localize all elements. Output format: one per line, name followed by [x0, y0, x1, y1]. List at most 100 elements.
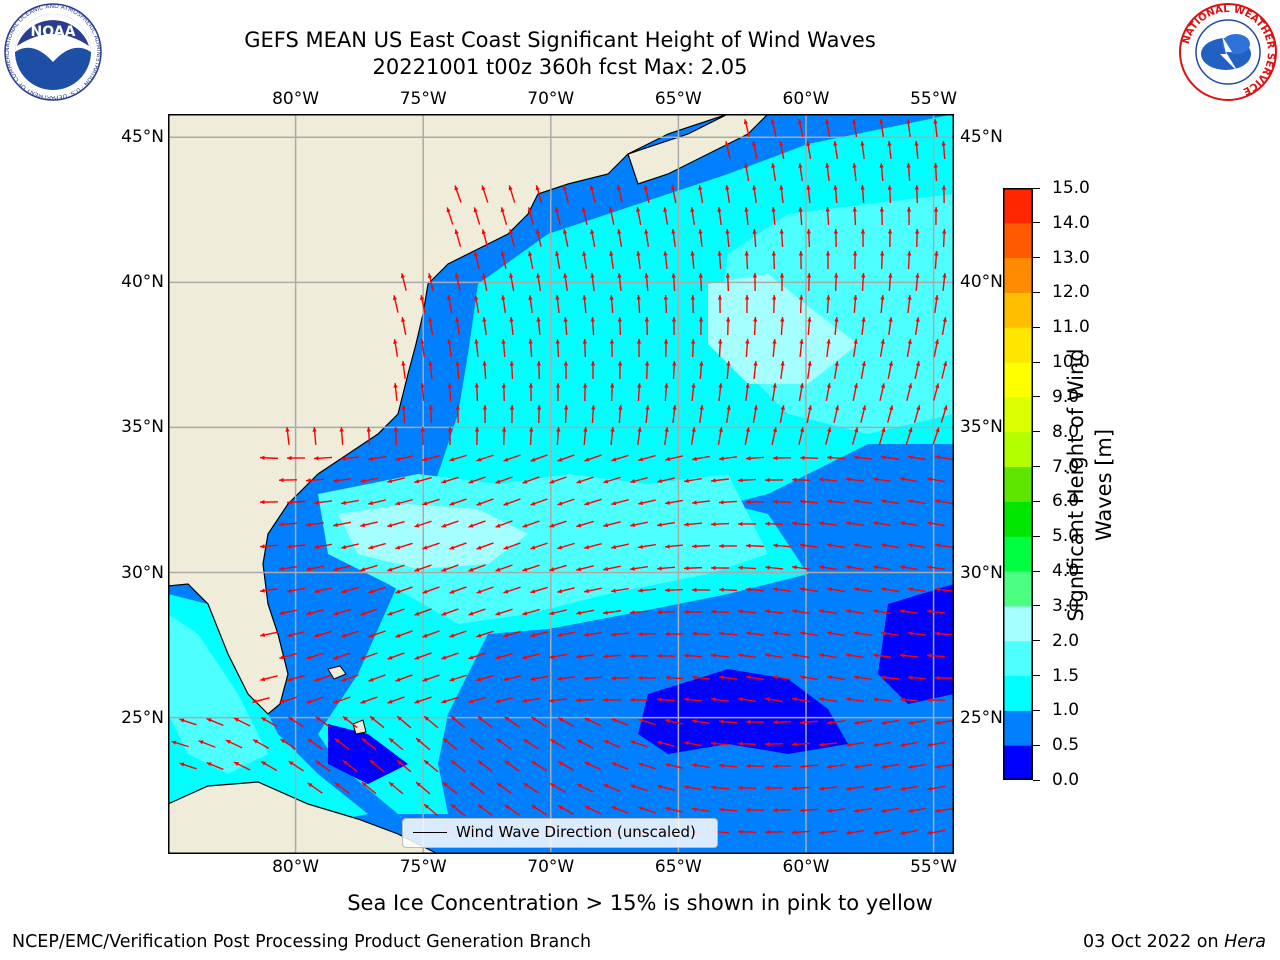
wave-arrow-43	[941, 184, 947, 204]
wave-arrow-86	[582, 251, 588, 269]
wave-arrow-431	[422, 586, 440, 594]
colorbar-tick	[1033, 570, 1040, 572]
wave-arrow-434	[503, 586, 521, 594]
colorbar-label: 14.0	[1052, 212, 1090, 233]
wave-arrow-557	[360, 696, 378, 704]
wave-arrow-650	[531, 760, 547, 772]
wave-arrow-721	[737, 829, 757, 835]
wave-arrow-142	[401, 317, 407, 335]
wave-arrow-120	[942, 272, 947, 292]
wave-arrow-430	[395, 586, 413, 594]
wave-arrow-151	[644, 316, 650, 336]
wave-arrow-129	[609, 294, 614, 314]
colorbar-swatch-11	[1003, 362, 1033, 398]
wave-arrow-640	[260, 760, 278, 772]
wave-arrow-394	[799, 543, 819, 548]
wave-arrow-233	[591, 404, 596, 424]
wave-arrow-482	[422, 630, 440, 638]
wave-arrow-261	[664, 426, 669, 446]
wave-arrow-651	[557, 760, 575, 772]
wave-arrow-92	[744, 250, 749, 270]
wave-arrow-517	[683, 653, 703, 658]
wave-arrow-145	[482, 316, 487, 336]
wave-arrow-229	[482, 404, 488, 424]
wave-arrow-169	[555, 338, 560, 358]
wave-arrow-246	[940, 405, 948, 423]
wave-arrow-276	[368, 455, 386, 461]
wave-arrow-271	[932, 427, 940, 445]
wave-arrow-344	[826, 499, 846, 504]
wave-arrow-483	[449, 630, 467, 638]
wave-arrow-547	[800, 675, 818, 681]
wave-arrow-240	[779, 405, 785, 423]
wave-arrow-335	[584, 498, 602, 506]
wave-arrow-167	[501, 338, 506, 358]
wave-arrow-637	[179, 762, 197, 770]
wave-arrow-399	[934, 543, 954, 549]
wave-arrow-421	[846, 565, 864, 571]
wave-arrow-99	[934, 250, 939, 270]
wave-arrow-428	[341, 586, 359, 594]
wave-arrow-164	[420, 338, 425, 358]
wave-arrow-264	[744, 427, 751, 445]
wave-arrow-552	[934, 675, 954, 681]
wave-arrow-316	[764, 477, 784, 483]
wave-arrow-728	[927, 829, 945, 835]
wave-arrow-126	[528, 294, 533, 314]
wave-arrow-663	[881, 763, 899, 769]
wave-arrow-497	[827, 631, 845, 637]
wave-arrow-67	[562, 229, 569, 247]
wave-arrow-36	[752, 184, 757, 204]
wave-arrow-424	[926, 565, 946, 571]
chart-subtitle: 20221001 t00z 360h fcst Max: 2.05	[372, 55, 748, 79]
wave-arrow-402	[333, 565, 351, 572]
wave-arrow-524	[872, 653, 892, 658]
wave-arrow-210	[528, 382, 534, 402]
lon-tick-label: 70°W	[527, 89, 575, 109]
wave-arrow-505	[360, 652, 378, 660]
wave-arrow-488	[583, 631, 603, 637]
wave-arrow-323	[259, 499, 279, 505]
wave-arrow-463	[602, 610, 622, 615]
wave-arrow-326	[341, 499, 359, 505]
wave-arrow-538	[556, 676, 576, 681]
wave-arrow-495	[773, 631, 791, 637]
wave-arrow-546	[773, 675, 791, 681]
wave-arrow-71	[671, 228, 676, 248]
wave-arrow-509	[468, 652, 486, 660]
wave-arrow-274	[313, 456, 333, 461]
wave-arrow-526	[926, 653, 946, 658]
wave-arrow-303	[414, 476, 432, 484]
wave-arrow-102	[454, 273, 461, 291]
wave-arrow-190	[563, 360, 569, 380]
wave-arrow-339	[691, 500, 711, 505]
wave-arrow-371	[873, 521, 891, 527]
wave-arrow-341	[745, 499, 765, 505]
wave-arrow-358	[522, 520, 540, 528]
wave-arrow-600	[745, 719, 765, 725]
wave-arrow-595	[611, 718, 629, 726]
wave-arrow-586	[369, 715, 385, 729]
wave-arrow-609	[198, 740, 216, 748]
wave-arrow-104	[509, 273, 515, 291]
wave-arrow-453	[333, 608, 351, 616]
wave-arrow-115	[806, 272, 812, 292]
colorbar-tick	[1033, 744, 1040, 746]
wave-arrow-284	[584, 454, 602, 462]
wave-arrow-572	[765, 697, 783, 703]
colorbar-tick	[1033, 361, 1040, 363]
wave-arrow-491	[664, 631, 684, 637]
wave-arrow-507	[414, 652, 432, 660]
wave-arrow-459	[495, 608, 513, 616]
wave-arrow-618	[442, 737, 458, 751]
wave-arrow-89	[663, 250, 668, 270]
colorbar-tick	[1033, 709, 1040, 711]
wave-arrow-310	[603, 476, 621, 484]
wave-arrow-235	[645, 404, 650, 424]
wave-arrow-675	[549, 782, 567, 794]
wave-arrow-212	[582, 382, 588, 402]
lat-tick-label: 30°N	[960, 562, 1003, 583]
colorbar-tick	[1033, 222, 1040, 224]
wave-zone-1.5-2-c	[168, 614, 268, 774]
wave-arrow-32	[643, 185, 650, 203]
